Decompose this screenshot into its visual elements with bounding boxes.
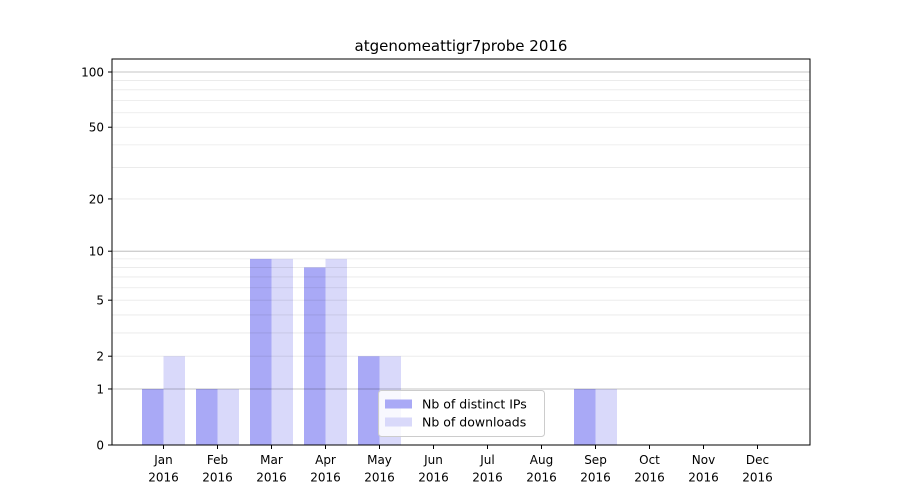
axes-layer: 0 1 2 5 10 20 50 100 Jan 2016 Feb 2016 Mar 2016 Apr 201… — [81, 58, 811, 485]
y-tick-label-0: 0 — [96, 439, 104, 453]
x-tick-label-aug-2016: Aug 2016 — [526, 453, 557, 485]
y-tick-label-50: 50 — [89, 121, 104, 135]
x-tick-label-sep-2016: Sep 2016 — [580, 453, 611, 485]
y-tick-label-20: 20 — [89, 192, 104, 206]
x-tick-label-jun-2016: Jun 2016 — [418, 453, 449, 485]
legend-swatch-downloads-icon — [385, 417, 412, 427]
legend: Nb of distinct IPs Nb of downloads — [378, 390, 545, 437]
bar--distinct-ips-mar-2016 — [250, 258, 272, 445]
x-tick-label-nov-2016: Nov 2016 — [688, 453, 719, 485]
x-tick-label-may-2016: May 2016 — [364, 453, 395, 485]
bar--downloads-sep-2016 — [595, 388, 617, 445]
y-tick-label-5: 5 — [96, 294, 104, 308]
bar--distinct-ips-may-2016 — [358, 356, 380, 445]
legend-label-downloads: Nb of downloads — [422, 415, 526, 430]
y-tick-label-1: 1 — [96, 382, 104, 396]
x-tick-label-jul-2016: Jul 2016 — [472, 453, 503, 485]
legend-frame — [378, 390, 545, 437]
x-tick-label-feb-2016: Feb 2016 — [202, 453, 233, 485]
legend-swatch-distinct-ips-icon — [385, 399, 412, 409]
bar--distinct-ips-jan-2016 — [142, 388, 164, 445]
x-tick-label-jan-2016: Jan 2016 — [148, 453, 179, 485]
chart-title: atgenomeattigr7probe 2016 — [355, 37, 568, 55]
gridlines-layer — [112, 71, 810, 390]
bar--downloads-jan-2016 — [163, 356, 185, 445]
x-tick-label-oct-2016: Oct 2016 — [634, 453, 665, 485]
y-tick-label-10: 10 — [89, 245, 104, 259]
legend-label-distinct-ips: Nb of distinct IPs — [422, 397, 527, 412]
bar--distinct-ips-apr-2016 — [304, 267, 326, 445]
y-tick-label-2: 2 — [96, 350, 104, 364]
bar--downloads-apr-2016 — [325, 258, 347, 445]
y-tick-label-100: 100 — [81, 66, 104, 80]
plot-border — [111, 58, 811, 446]
x-tick-label-apr-2016: Apr 2016 — [310, 453, 341, 485]
x-tick-label-mar-2016: Mar 2016 — [256, 453, 287, 485]
bar--distinct-ips-feb-2016 — [196, 388, 218, 445]
bar--downloads-mar-2016 — [271, 258, 293, 445]
bars-layer — [142, 258, 617, 445]
x-tick-label-dec-2016: Dec 2016 — [742, 453, 773, 485]
bar--downloads-feb-2016 — [217, 388, 239, 445]
bar--distinct-ips-sep-2016 — [574, 388, 596, 445]
